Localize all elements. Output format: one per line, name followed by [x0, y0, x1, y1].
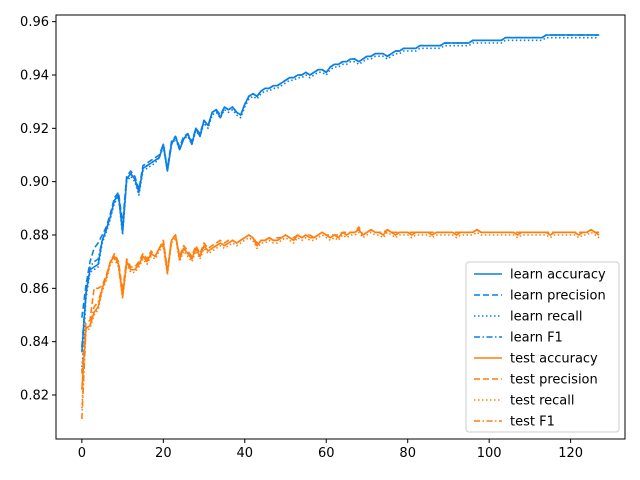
y-axis: 0.82 0.84 0.86 0.88 0.90 0.92 0.94 0.96	[20, 15, 56, 404]
legend-label: test accuracy	[510, 352, 598, 367]
series-line-learn-recall	[81, 36, 600, 372]
y-tick-label: 0.94	[20, 69, 49, 84]
y-tick-label: 0.84	[20, 335, 49, 350]
y-tick-label: 0.92	[20, 122, 49, 137]
legend-label: learn recall	[510, 310, 582, 325]
y-tick-label: 0.90	[20, 175, 49, 190]
x-tick-label: 80	[399, 446, 416, 461]
y-tick-label: 0.86	[20, 282, 49, 297]
x-tick-label: 60	[318, 446, 335, 461]
x-tick-label: 100	[477, 446, 502, 461]
legend-label: test recall	[510, 394, 575, 409]
legend: learn accuracy learn precision learn recal…	[465, 261, 620, 433]
x-tick-label: 40	[237, 446, 254, 461]
legend-box	[465, 261, 620, 433]
legend-label: learn F1	[510, 331, 563, 346]
legend-label: test precision	[510, 373, 598, 388]
y-tick-label: 0.96	[20, 15, 49, 30]
legend-label: learn accuracy	[510, 268, 606, 283]
legend-label: test F1	[510, 415, 555, 430]
x-axis: 0 20 40 60 80 100 120	[78, 439, 583, 461]
x-tick-label: 120	[558, 446, 583, 461]
x-tick-label: 0	[78, 446, 86, 461]
legend-label: learn precision	[510, 289, 606, 304]
y-tick-label: 0.82	[20, 389, 49, 404]
y-tick-label: 0.88	[20, 229, 49, 244]
series-line-learn-F1	[81, 34, 600, 348]
x-tick-label: 20	[155, 446, 172, 461]
plot-frame	[55, 14, 626, 440]
series-layer	[81, 34, 600, 420]
series-line-test-F1	[81, 228, 600, 420]
